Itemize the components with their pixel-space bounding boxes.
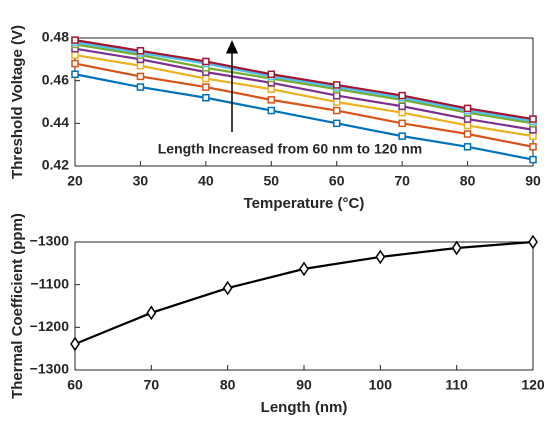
- x-tick-label: 30: [133, 173, 149, 189]
- marker: [332, 81, 341, 89]
- y-axis-label: Thermal Coefficient (ppm): [9, 213, 26, 399]
- marker: [71, 59, 79, 68]
- series-line: [74, 43, 534, 125]
- marker: [451, 240, 462, 256]
- marker: [463, 115, 472, 123]
- y-tick-label: −1300: [30, 361, 70, 377]
- series-line: [74, 47, 534, 131]
- marker: [332, 91, 341, 100]
- x-tick-label: 110: [445, 377, 468, 393]
- marker: [463, 104, 472, 113]
- marker: [398, 91, 406, 100]
- marker: [136, 47, 145, 55]
- series-line: [74, 53, 534, 138]
- x-tick-label: 100: [369, 377, 393, 393]
- marker: [222, 280, 233, 296]
- marker: [529, 125, 537, 134]
- marker: [202, 57, 210, 66]
- marker: [398, 108, 406, 117]
- x-tick-label: 70: [394, 173, 410, 189]
- marker: [398, 102, 406, 111]
- marker: [529, 143, 537, 151]
- marker: [529, 155, 537, 164]
- marker: [267, 85, 276, 93]
- x-tick-label: 40: [198, 173, 214, 189]
- x-axis-label: Length (nm): [261, 399, 348, 416]
- marker: [202, 93, 210, 102]
- x-tick-label: 60: [67, 377, 83, 393]
- marker: [136, 72, 145, 81]
- marker: [332, 119, 341, 128]
- marker: [332, 98, 341, 106]
- x-axis-label: Temperature (°C): [244, 195, 365, 212]
- marker: [136, 83, 145, 91]
- marker: [267, 96, 276, 104]
- x-tick-label: 50: [263, 173, 279, 189]
- marker: [136, 61, 145, 70]
- marker: [71, 51, 79, 59]
- x-tick-label: 70: [144, 377, 160, 393]
- marker: [463, 130, 472, 138]
- marker: [463, 121, 472, 130]
- marker: [71, 70, 79, 79]
- marker: [70, 336, 80, 352]
- marker: [202, 83, 210, 91]
- marker: [463, 143, 472, 151]
- y-tick-label: −1300: [30, 233, 70, 249]
- marker: [528, 234, 538, 250]
- marker: [267, 70, 276, 79]
- y-tick-label: 0.44: [42, 114, 69, 130]
- marker: [202, 74, 210, 83]
- marker: [398, 119, 406, 128]
- plot-area: [74, 241, 534, 371]
- marker: [332, 106, 341, 115]
- marker: [529, 115, 537, 123]
- marker: [375, 249, 386, 265]
- x-tick-label: 80: [460, 173, 476, 189]
- marker: [146, 305, 157, 321]
- series-line: [74, 73, 534, 161]
- y-tick-label: 0.46: [42, 71, 69, 87]
- y-tick-label: 0.42: [42, 157, 69, 173]
- marker: [529, 132, 537, 140]
- marker: [299, 261, 309, 277]
- y-tick-label: −1100: [30, 275, 69, 291]
- annotation: Length Increased from 60 nm to 120 nm: [158, 141, 423, 157]
- series-line: [74, 41, 534, 123]
- x-tick-label: 90: [296, 377, 312, 393]
- y-tick-label: 0.48: [42, 29, 69, 45]
- marker: [398, 132, 406, 140]
- x-tick-label: 80: [220, 377, 236, 393]
- y-tick-label: −1200: [30, 318, 70, 334]
- x-tick-label: 60: [329, 173, 345, 189]
- series-line: [74, 39, 534, 121]
- x-tick-label: 120: [521, 377, 545, 393]
- marker: [267, 106, 276, 115]
- marker: [71, 36, 79, 44]
- x-tick-label: 20: [67, 173, 83, 189]
- x-tick-label: 90: [525, 173, 541, 189]
- series-line: [74, 62, 534, 148]
- y-axis-label: Threshold Voltage (V): [9, 25, 26, 179]
